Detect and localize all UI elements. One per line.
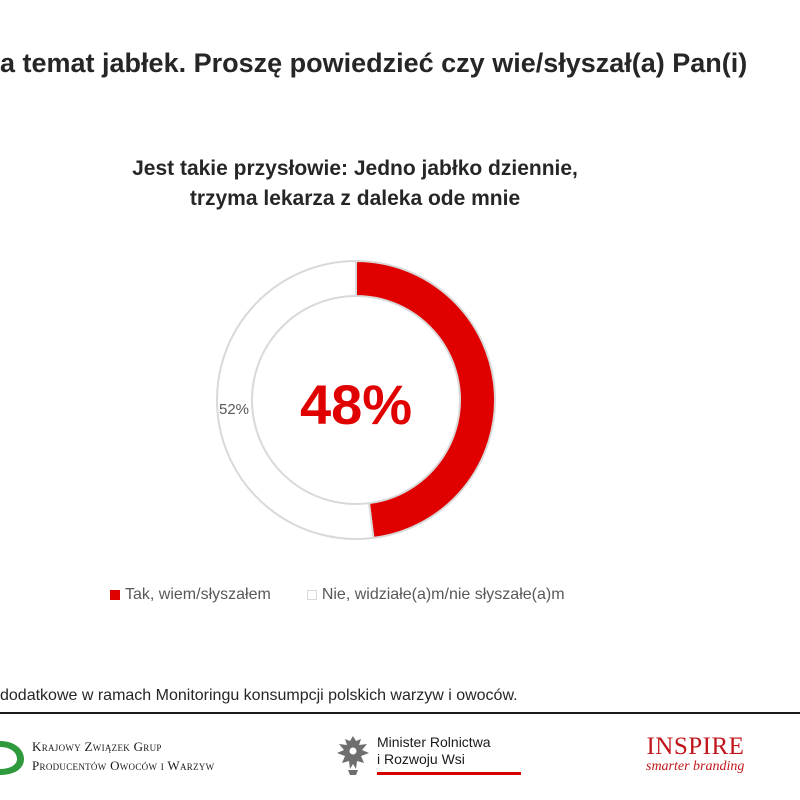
chart-title-line-1: Jest takie przysłowie: Jedno jabłko dzie…: [132, 157, 578, 180]
footer-divider: [0, 712, 800, 714]
donut-slice-1: [216, 259, 375, 540]
page-title: a temat jabłek. Proszę powiedzieć czy wi…: [0, 48, 748, 78]
chart-legend: Tak, wiem/słyszałem Nie, widziałe(a)m/ni…: [110, 586, 565, 604]
donut-slice-0: [355, 259, 496, 540]
footer-note: dodatkowe w ramach Monitoringu konsumpcj…: [0, 687, 518, 704]
legend-swatch-nie: [306, 590, 317, 600]
legend-item-nie: Nie, widziałe(a)m/nie słyszałe(a)m: [306, 586, 565, 604]
slice-label-nie: 52%: [219, 401, 249, 418]
chart-title-line-2: trzyma lekarza z daleka ode mnie: [189, 187, 521, 210]
kzgp-line-1: Krajowy Związek Grup: [32, 739, 162, 754]
ministry-logo: Minister Rolnictwa i Rozwoju Wsi: [335, 734, 521, 776]
kzgp-logo: Krajowy Związek Grup Producentów Owoców …: [0, 737, 214, 777]
legend-item-tak: Tak, wiem/słyszałem: [110, 586, 271, 604]
kzgp-leaf-icon: [0, 741, 24, 775]
legend-label-tak: Tak, wiem/słyszałem: [125, 586, 271, 603]
ministry-line-1: Minister Rolnictwa: [377, 734, 491, 750]
inspire-tagline: smarter branding: [646, 759, 745, 774]
kzgp-line-2: Producentów Owoców i Warzyw: [32, 758, 215, 773]
inspire-logo: INSPIRE smarter branding: [646, 734, 744, 774]
polish-eagle-icon: [337, 736, 369, 775]
ministry-line-2: i Rozwoju Wsi: [377, 751, 465, 767]
center-value-label: 48%: [300, 373, 412, 436]
inspire-wordmark: INSPIRE: [646, 733, 745, 760]
legend-swatch-tak: [110, 590, 120, 600]
legend-label-nie: Nie, widziałe(a)m/nie słyszałe(a)m: [321, 586, 565, 603]
ministry-red-bar: [377, 772, 521, 775]
chart-title: Jest takie przysłowie: Jedno jabłko dzie…: [50, 154, 660, 214]
